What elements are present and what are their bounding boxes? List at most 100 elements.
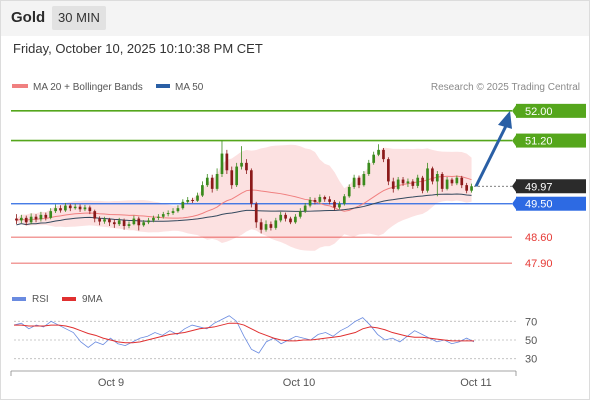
rsi-tick-50: 50 (525, 335, 537, 347)
candle-body (230, 170, 234, 186)
candle (98, 216, 101, 226)
candle-body (303, 205, 307, 212)
candle (435, 171, 439, 197)
candle (54, 204, 57, 213)
candle (377, 144, 380, 157)
candle-body (323, 197, 327, 200)
candle (303, 202, 307, 213)
candle (347, 184, 351, 198)
candle (29, 213, 33, 225)
candle-body (157, 216, 160, 218)
candle-body (220, 153, 224, 174)
candle (313, 197, 317, 205)
candle (78, 204, 82, 212)
candle-body (249, 170, 253, 204)
level-label-49-50: 49.50 (525, 199, 553, 211)
candle-body (127, 224, 131, 226)
candle-body (98, 218, 101, 222)
candle (318, 194, 322, 204)
level-tag-49-97 (516, 179, 586, 194)
candle (362, 171, 366, 187)
candle-body (171, 211, 175, 213)
level-tag-49-50 (516, 196, 586, 211)
candle (181, 199, 185, 210)
candle-body (391, 181, 395, 189)
candle (44, 212, 48, 221)
candle (240, 146, 243, 170)
candle-body (137, 218, 141, 226)
candle-body (215, 174, 219, 189)
rsi-ma-line (14, 322, 474, 344)
candle-body (279, 214, 283, 221)
candle-body (382, 149, 385, 160)
candle-body (357, 177, 361, 186)
candle (245, 159, 248, 174)
level-label-47-90: 47.90 (525, 258, 553, 270)
candle (328, 196, 331, 205)
candle-body (367, 162, 371, 174)
candle-body (132, 218, 136, 225)
level-tag-pointer-49-50 (512, 196, 517, 211)
candle-body (411, 181, 415, 186)
candle (225, 149, 229, 174)
candle-body (450, 179, 454, 184)
candle-body (240, 162, 243, 167)
candle-body (108, 219, 111, 223)
candle-body (264, 224, 268, 230)
candle (103, 216, 106, 224)
level-tag-pointer-49-97 (512, 179, 517, 194)
candle-body (59, 208, 62, 211)
candle-body (313, 200, 317, 202)
candle-body (39, 214, 43, 220)
candle-body (152, 217, 155, 221)
candle-body (431, 168, 434, 182)
candle (210, 174, 214, 193)
interval-selector[interactable]: 30 MIN (52, 6, 106, 30)
candle (294, 214, 297, 224)
candle-body (318, 197, 322, 202)
candle-body (426, 168, 429, 191)
candle-body (225, 153, 229, 171)
candle-body (147, 220, 150, 223)
candle (83, 204, 87, 212)
ma50-legend-swatch (156, 84, 170, 88)
candle (308, 197, 312, 208)
candle-body (93, 211, 97, 219)
candle-body (78, 206, 82, 210)
credit-text: Research © 2025 Trading Central (431, 82, 580, 93)
candle-body (259, 222, 263, 230)
forecast-arrow-head (498, 110, 512, 129)
candle-body (88, 207, 92, 212)
candle-body (377, 149, 380, 155)
candle (274, 217, 278, 230)
level-label-48-60: 48.60 (525, 232, 553, 244)
candle (215, 168, 219, 191)
candle (73, 203, 77, 210)
candle-body (49, 211, 53, 218)
x-tick-label: Oct 9 (98, 377, 124, 389)
candle-body (284, 214, 287, 219)
candle (455, 175, 459, 186)
candle (147, 217, 150, 225)
candle (440, 172, 444, 192)
candle (88, 205, 92, 215)
candle-body (191, 200, 194, 201)
candle-body (294, 216, 297, 223)
candle (249, 168, 253, 208)
candle (382, 148, 385, 163)
candle-body (122, 220, 126, 226)
candle-body (44, 214, 48, 218)
candle-body (347, 187, 351, 197)
level-label-49-97: 49.97 (525, 181, 553, 193)
candle (64, 202, 67, 212)
candle-body (406, 181, 410, 184)
candle-body (342, 196, 346, 204)
candle (416, 174, 420, 189)
candle (19, 214, 23, 224)
candle (470, 183, 473, 193)
rsi-line (13, 315, 475, 354)
candle-body (396, 179, 400, 189)
candle (298, 208, 302, 219)
candle-body (196, 195, 199, 201)
